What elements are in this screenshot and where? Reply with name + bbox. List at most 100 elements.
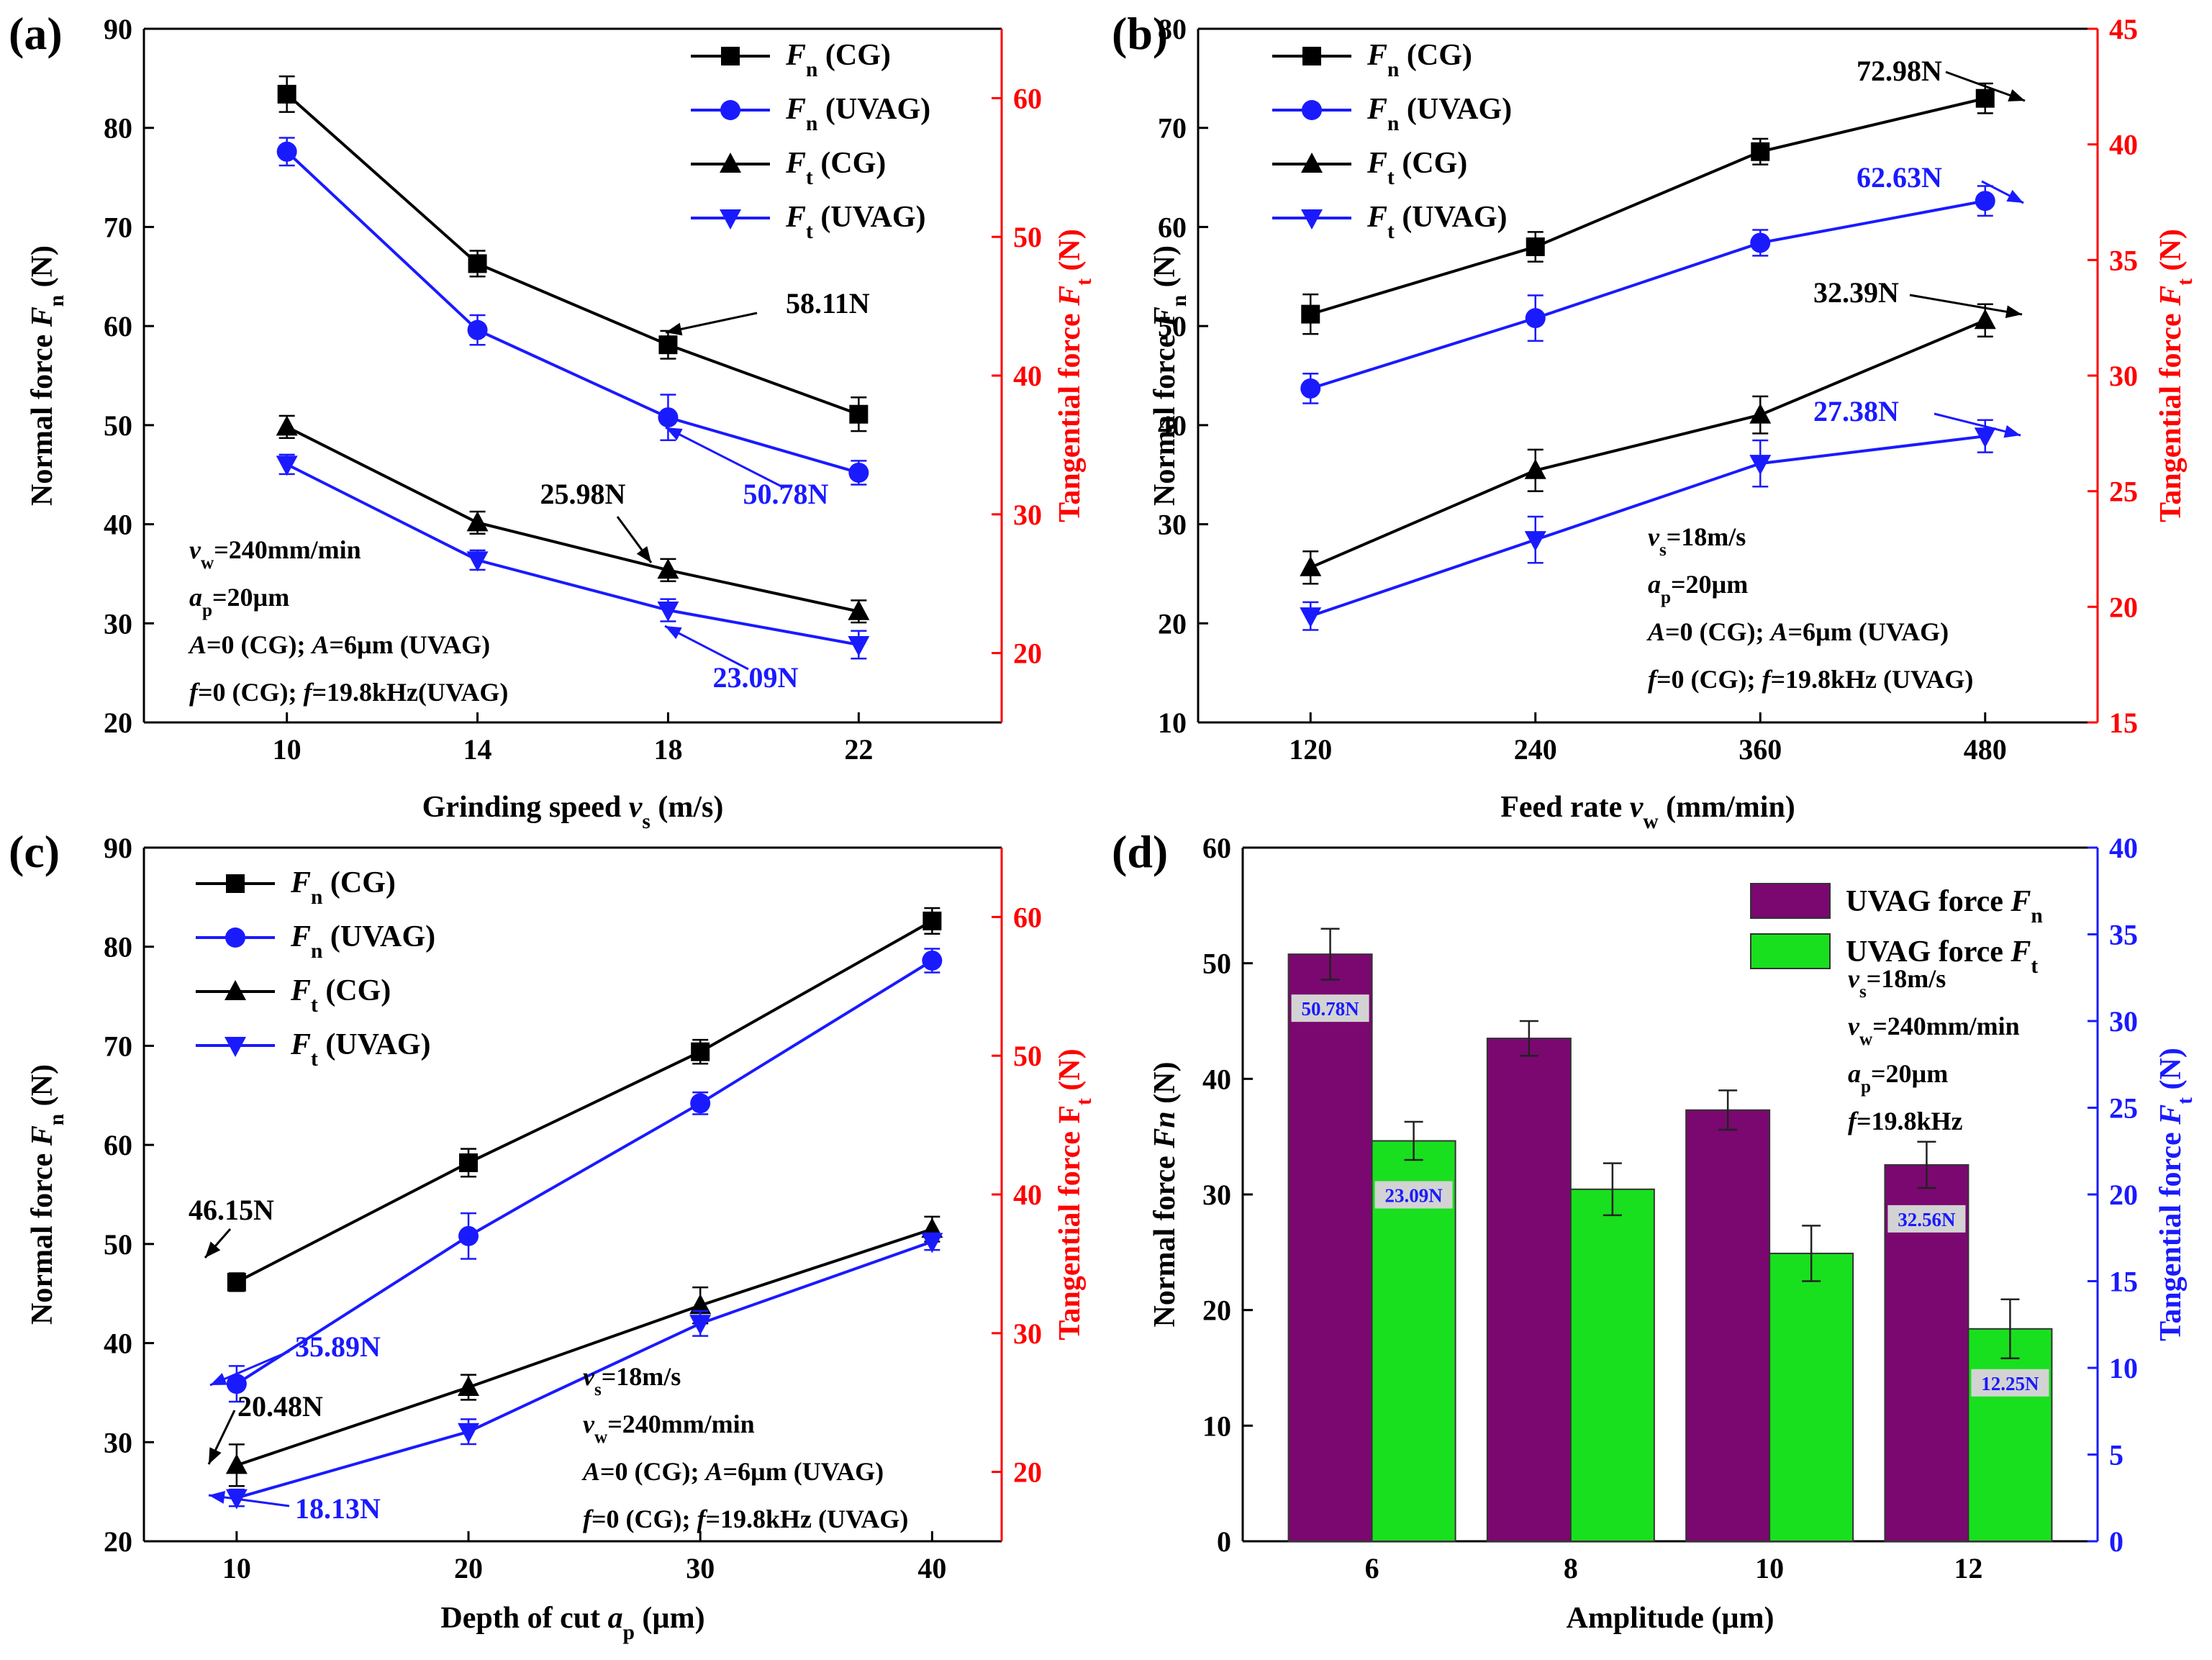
legend-marker [720,100,740,120]
bar-label-bg [1291,994,1369,1022]
y2-tick-label: 40 [2109,129,2138,161]
y2-tick-label: 30 [1013,1317,1042,1350]
y2-axis-title: Tangential force Ft (N) [2154,1048,2197,1341]
series-0-point [1975,89,1995,108]
annotation-arrow-shaft [1909,294,2023,316]
annotation-arrow-head [205,1241,221,1258]
panel-label: (c) [9,826,60,877]
y2-tick-label: 50 [1013,1040,1042,1072]
y2-tick-label: 30 [2109,1005,2138,1038]
panel-b: 10 20 30 40 50 60 70 80 15 20 25 30 35 40 45 120 240 360 4… [1112,8,2197,833]
x-tick-label: 120 [1289,733,1332,766]
y-axis-title: Normal force Fn (N) [1148,1062,1182,1328]
y-tick-label: 90 [104,832,132,864]
series-2-point [1974,309,1996,330]
condition-line: f=0 (CG); f=19.8kHz (UVAG) [583,1505,908,1533]
legend-swatch [1750,883,1831,919]
y2-tick-label: 40 [1013,1179,1042,1211]
bar-label-bg [1971,1369,2049,1397]
y-tick-label: 30 [1158,509,1187,541]
series-1-bar [1569,1188,1655,1543]
series-1-point [1750,232,1771,253]
y-tick-label: 50 [1202,948,1231,980]
x-axis-title: Amplitude (µm) [1566,1602,1774,1635]
condition-line: A=0 (CG); A=6µm (UVAG) [1646,617,1949,646]
panel-label: (d) [1112,826,1168,877]
series-0-line [286,93,860,416]
value-annotation: 20.48N [237,1390,323,1423]
series-3-point [1300,607,1322,628]
y-tick-label: 50 [104,1228,132,1261]
value-annotation: 27.38N [1813,395,1899,427]
legend-entry: Ft (CG) [785,147,886,189]
panel-label: (a) [9,8,63,59]
annotation-arrow-head [210,1373,227,1385]
series-3-point [689,1315,712,1335]
annotation-arrow-head [2003,425,2021,438]
y-tick-label: 30 [104,1426,132,1459]
y2-tick-label: 20 [2109,591,2138,623]
y-tick-label: 80 [104,931,132,963]
x-tick-label: 30 [686,1552,715,1584]
legend-entry: Fn (CG) [785,39,891,81]
panel-d: 0 10 20 30 40 50 60 0 5 10 15 20 25 30 35 40 6 8 10 12 Ampli… [1112,826,2197,1635]
y-axis-title: Normal force Fn (N) [1148,245,1191,506]
y-axis-title: Normal force Fn (N) [26,1064,68,1325]
series-0-point [923,911,942,930]
y2-tick-label: 40 [1013,360,1042,392]
x-tick-label: 18 [653,733,682,766]
series-3-point [657,602,679,622]
condition-line: vs=18m/s [583,1362,681,1400]
series-1-point [658,407,679,428]
series-0-bar [1486,1038,1572,1542]
x-tick-label: 480 [1964,733,2007,766]
value-annotation: 25.98N [540,478,626,510]
x-tick-label: 10 [1755,1552,1784,1584]
x-tick-label: 22 [844,733,873,766]
y-tick-label: 10 [1202,1410,1231,1442]
panel-c: 20 30 40 50 60 70 80 90 20 30 40 50 60 10 20 30 40 Depth … [9,826,1096,1644]
y-tick-label: 10 [1158,707,1187,739]
series-1-line [235,959,933,1385]
legend-marker [1301,209,1323,230]
y-tick-label: 30 [1202,1179,1231,1211]
series-3-line [286,463,859,646]
y2-tick-label: 30 [2109,360,2138,392]
x-tick-label: 12 [1954,1552,1982,1584]
legend-entry: Ft (CG) [290,974,391,1017]
y-tick-label: 70 [104,1030,132,1062]
legend-entry: Ft (UVAG) [785,201,926,243]
x-tick-label: 14 [463,733,492,766]
condition-line: A=0 (CG); A=6µm (UVAG) [581,1457,884,1486]
y-tick-label: 40 [104,509,132,541]
y-tick-label: 20 [104,1525,132,1558]
bar-value-label: 23.09N [1384,1185,1443,1207]
annotation-arrow-head [666,427,683,441]
series-2-point [458,1375,480,1396]
series-0-point [227,1272,246,1292]
x-tick-label: 240 [1514,733,1557,766]
annotation-arrow-head [209,1491,225,1504]
y-tick-label: 50 [1158,310,1187,343]
x-axis-title: Feed rate vw (mm/min) [1500,791,1795,833]
series-2-line [1310,319,1986,569]
value-annotation: 35.89N [295,1330,381,1363]
annotation-arrow-head [2008,89,2025,101]
y2-axis-title: Tangential force Ft (N) [1053,229,1096,522]
panel-label: (b) [1112,8,1168,59]
x-tick-label: 10 [273,733,302,766]
bar-value-label: 32.56N [1898,1209,1956,1230]
series-3-point [1749,455,1772,476]
legend-entry: Fn (UVAG) [1366,93,1512,135]
series-0-point [849,404,869,424]
annotation-arrow-head [209,1447,222,1464]
y-tick-label: 40 [1158,409,1187,442]
condition-line: f=0 (CG); f=19.8kHz(UVAG) [189,678,508,707]
series-3-point [921,1233,943,1253]
legend-entry: Fn (CG) [290,866,396,909]
legend-entry: Fn (CG) [1366,39,1472,81]
series-0-point [277,84,296,104]
y2-tick-label: 15 [2109,1266,2138,1298]
series-3-point [1974,427,1996,448]
series-0-bar [1287,953,1373,1542]
